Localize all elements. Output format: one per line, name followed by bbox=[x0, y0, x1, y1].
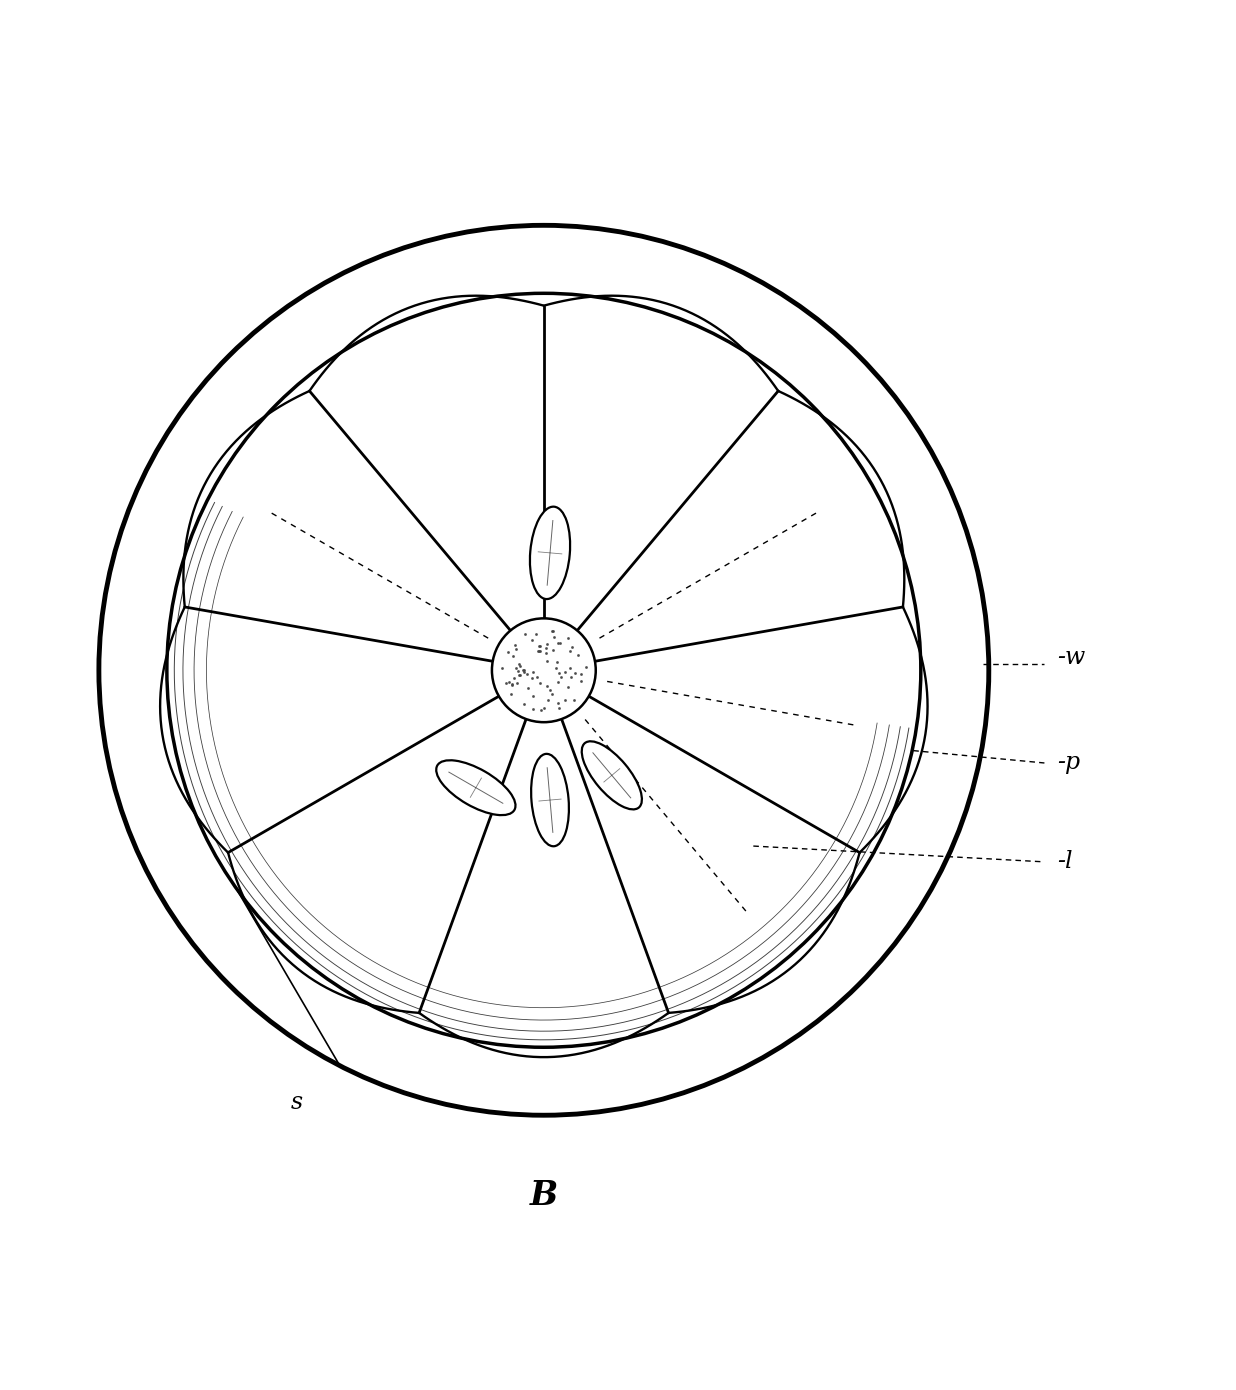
Circle shape bbox=[492, 619, 596, 723]
Ellipse shape bbox=[436, 760, 515, 815]
Ellipse shape bbox=[531, 753, 569, 847]
Text: -p: -p bbox=[1057, 752, 1080, 774]
Ellipse shape bbox=[530, 506, 570, 599]
Text: -w: -w bbox=[1057, 646, 1085, 670]
Text: s: s bbox=[290, 1091, 303, 1115]
Text: B: B bbox=[530, 1179, 557, 1212]
Ellipse shape bbox=[582, 741, 641, 809]
Text: -l: -l bbox=[1057, 851, 1073, 873]
